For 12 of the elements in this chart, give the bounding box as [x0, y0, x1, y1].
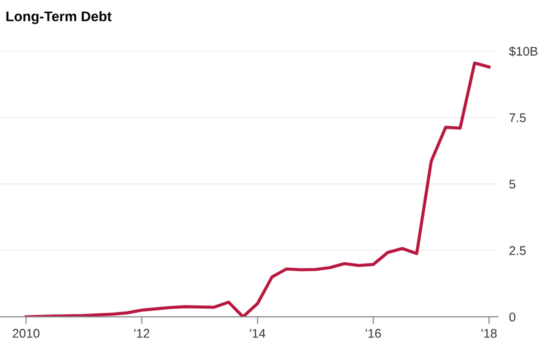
y-tick-label: 0 [509, 312, 516, 322]
x-tick-label: '14 [250, 329, 266, 338]
x-tick-label: '16 [366, 328, 381, 338]
x-tick-label: 2010 [12, 328, 40, 338]
x-tick-label: '12 [134, 328, 150, 338]
y-tick-label: 5 [509, 180, 516, 189]
x-tick-label: '18 [482, 328, 497, 338]
chart-title: Long-Term Debt [6, 11, 112, 24]
y-tick-label: 2.5 [509, 246, 526, 256]
y-tick-label: $10B [508, 46, 538, 56]
line-series [24, 61, 491, 317]
y-tick-label: 7.5 [510, 113, 526, 122]
